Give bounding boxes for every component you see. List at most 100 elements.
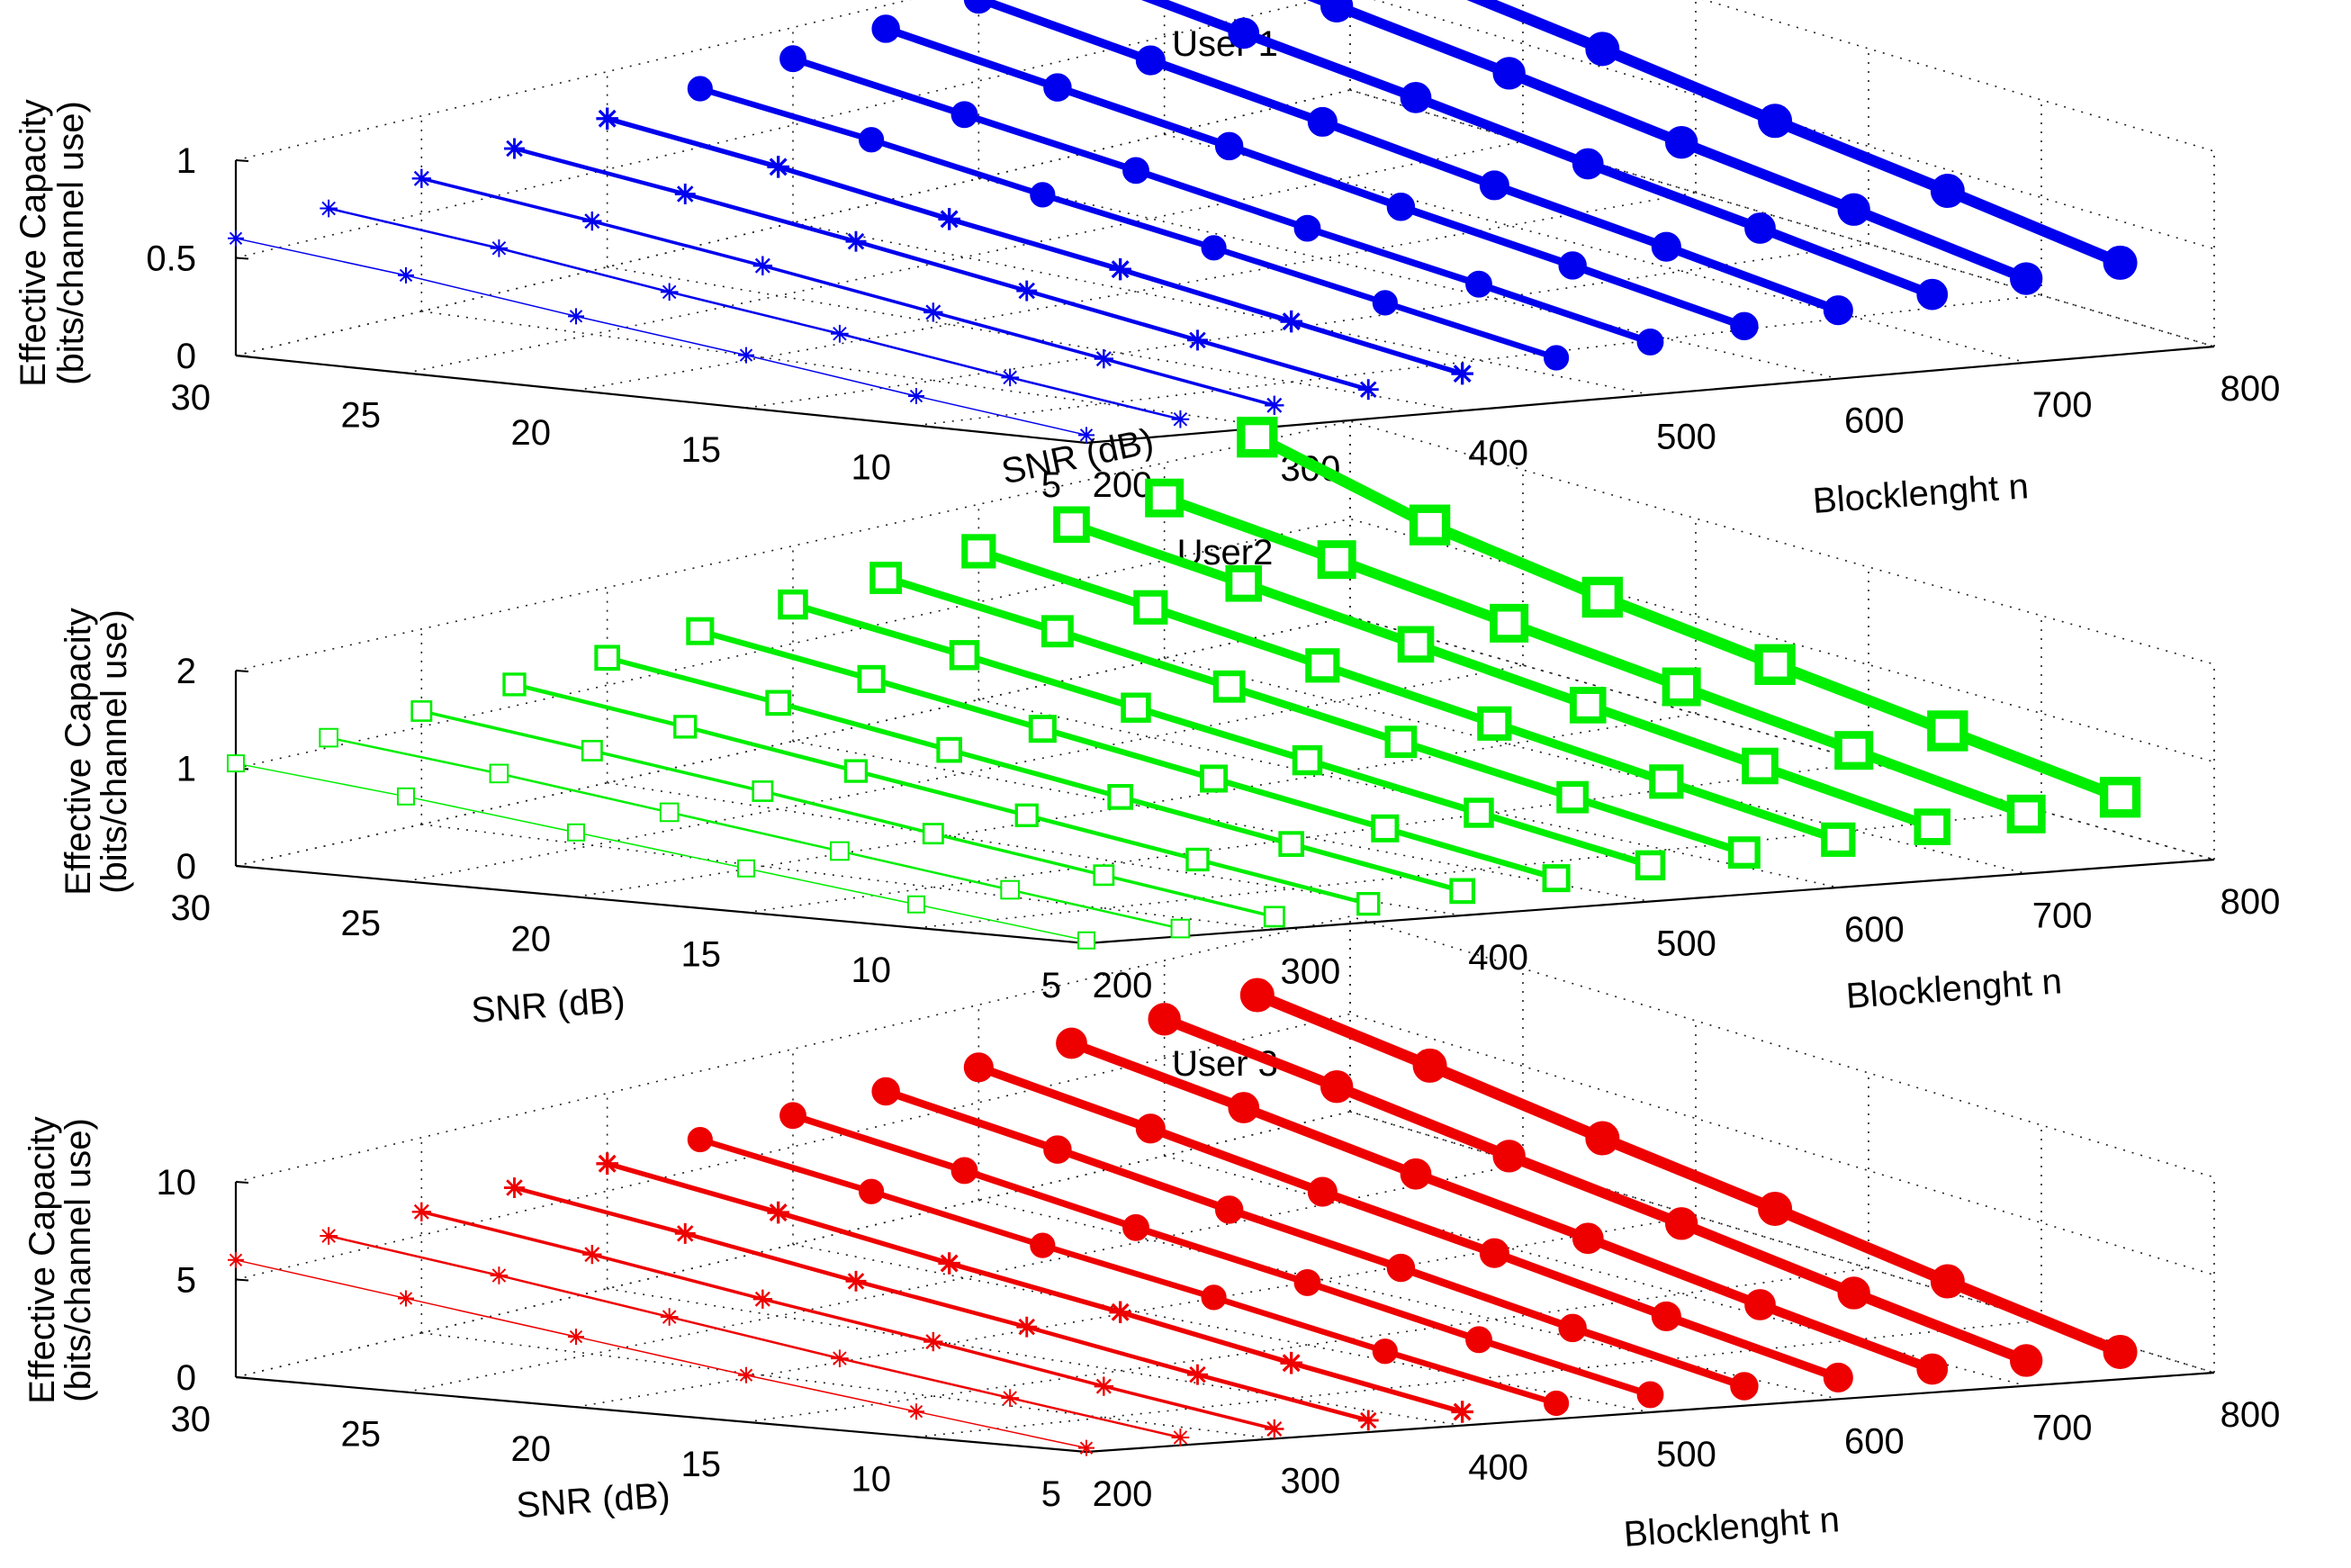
- series-n=450: [687, 1126, 1570, 1417]
- blocklength-tick-label: 400: [1468, 938, 1528, 978]
- z-tick-label: 1: [176, 141, 196, 181]
- data-point: [922, 823, 944, 845]
- series-line: [235, 762, 1087, 942]
- series-n=200: [228, 230, 1094, 444]
- series-line: [1251, 989, 2126, 1358]
- data-point: [227, 754, 245, 773]
- data-point: [1214, 131, 1244, 161]
- series-line: [327, 1234, 1182, 1439]
- data-point: [594, 644, 621, 671]
- data-point: [1916, 1353, 1949, 1385]
- series-n=250: [320, 1227, 1190, 1446]
- data-point: [1728, 836, 1761, 870]
- grid-line: [235, 0, 2215, 161]
- data-point: [908, 1403, 924, 1420]
- data-point: [1412, 1048, 1447, 1083]
- data-point: [1001, 1389, 1019, 1407]
- snr-axis-line: [235, 354, 1087, 445]
- series-line: [512, 682, 1371, 906]
- data-point: [1581, 576, 1624, 618]
- series-n=550: [871, 14, 1759, 341]
- data-point: [490, 1266, 509, 1284]
- data-point: [686, 617, 715, 645]
- data-point: [1558, 251, 1587, 280]
- data-point: [1834, 731, 1874, 770]
- data-point: [1572, 148, 1604, 180]
- series-line: [512, 146, 1371, 392]
- snr-tick-label: 5: [1041, 966, 1061, 1005]
- data-point: [1014, 803, 1039, 827]
- series-line: [604, 655, 1465, 894]
- blocklength-tick-label: 600: [1844, 1421, 1905, 1461]
- snr-tick-label: 25: [341, 1415, 382, 1455]
- series-line: [1067, 1038, 1937, 1374]
- data-point: [1730, 1372, 1759, 1401]
- series-line: [1141, 0, 1937, 300]
- data-point: [320, 199, 338, 218]
- data-point: [1185, 847, 1210, 872]
- z-tick-mark: [235, 257, 249, 260]
- grid-line: [405, 1163, 1524, 1393]
- grid-line: [792, 221, 1651, 396]
- panel-3-axes: [234, 1181, 2215, 1454]
- data-point: [1492, 57, 1526, 90]
- data-point: [1636, 1381, 1664, 1409]
- grid-line: [575, 1215, 1697, 1408]
- data-point: [1265, 1419, 1284, 1439]
- data-point: [1000, 879, 1020, 900]
- data-point: [950, 101, 978, 129]
- snr-axis-line: [235, 1375, 1087, 1454]
- data-point: [568, 308, 584, 325]
- data-point: [411, 168, 431, 188]
- blocklength-tick-label: 400: [1468, 1448, 1528, 1488]
- data-point: [1372, 1338, 1398, 1365]
- data-point: [319, 727, 338, 748]
- data-point: [765, 689, 792, 716]
- z-tick-label: 5: [176, 1261, 196, 1301]
- blocklength-tick-label: 700: [2032, 1409, 2093, 1448]
- data-point: [1927, 710, 1968, 752]
- series-line: [327, 736, 1182, 930]
- z-tick-mark: [235, 1376, 249, 1379]
- data-point: [779, 1102, 806, 1130]
- data-point: [674, 184, 696, 204]
- series-n=700: [1148, 1003, 2043, 1377]
- blocklength-tick-label: 200: [1093, 1474, 1153, 1514]
- panel-2-zlabel-line-1: Effective Capacity: [59, 608, 98, 895]
- series-n=750: [1237, 416, 2141, 818]
- series-line: [881, 24, 1749, 330]
- series-line: [235, 1259, 1087, 1449]
- data-point: [1263, 906, 1285, 928]
- data-point: [1053, 506, 1090, 544]
- snr-tick-label: 15: [681, 1445, 722, 1484]
- z-tick-mark: [235, 1278, 249, 1282]
- series-line: [881, 1087, 1749, 1391]
- data-point: [1649, 764, 1684, 799]
- data-point: [397, 787, 415, 806]
- data-point: [1094, 1376, 1113, 1396]
- data-point: [1107, 784, 1134, 810]
- data-point: [1451, 362, 1473, 385]
- series-n=400: [596, 107, 1473, 385]
- series-line: [604, 115, 1465, 376]
- data-point: [961, 534, 996, 569]
- series-n=300: [411, 1202, 1284, 1439]
- panel-2-series: [227, 416, 2141, 950]
- series-n=250: [320, 199, 1190, 428]
- blocklength-axis-line: [1085, 1371, 2215, 1454]
- data-point: [1409, 504, 1451, 545]
- grid-line: [1349, 89, 2215, 347]
- data-point: [908, 388, 924, 405]
- series-line: [1067, 519, 1937, 832]
- data-point: [752, 780, 774, 802]
- snr-tick-label: 10: [851, 1459, 892, 1499]
- data-point: [858, 1178, 885, 1204]
- series-n=350: [504, 138, 1379, 401]
- series-n=600: [963, 0, 1853, 326]
- data-point: [1201, 235, 1227, 261]
- data-point: [1228, 17, 1260, 50]
- snr-tick-label: 10: [851, 448, 892, 488]
- data-point: [1135, 1113, 1166, 1144]
- data-point: [830, 841, 850, 861]
- data-point: [737, 859, 755, 878]
